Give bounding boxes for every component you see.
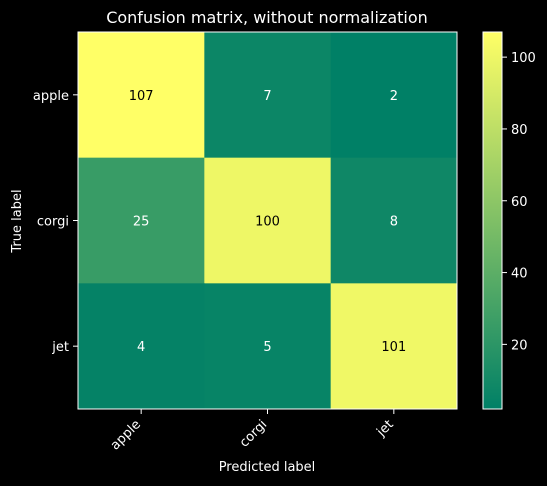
x-axis-label: Predicted label (219, 460, 316, 475)
x-tick-label: apple (108, 417, 144, 453)
heatmap-cell (204, 32, 332, 159)
heatmap-cell (330, 32, 458, 159)
cell-value-label: 5 (263, 340, 271, 355)
colorbar-tick-label: 60 (511, 195, 528, 210)
heatmap-cell (330, 283, 458, 410)
y-axis: apple corgi jet (33, 89, 78, 355)
colorbar-tick-label: 40 (511, 267, 528, 282)
colorbar-tick-label: 20 (511, 338, 528, 353)
x-tick-label: corgi (237, 417, 270, 450)
cell-value-label: 101 (381, 340, 406, 355)
colorbar-gradient (482, 31, 503, 410)
cell-value-label: 107 (129, 89, 154, 104)
heatmap-cells: 107 7 2 25 100 8 4 5 101 (78, 32, 458, 410)
y-axis-label: True label (10, 189, 25, 253)
heatmap-cell (78, 157, 205, 284)
colorbar-ticks: 20 40 60 80 100 (502, 51, 536, 353)
y-tick-label: apple (33, 89, 69, 104)
cell-value-label: 4 (137, 340, 145, 355)
x-tick-label: jet (374, 417, 397, 440)
cell-value-label: 8 (390, 215, 398, 230)
heatmap-cell (204, 283, 332, 410)
cell-value-label: 100 (255, 215, 280, 230)
heatmap-cell (204, 157, 332, 284)
cell-value-label: 25 (133, 215, 150, 230)
colorbar: 20 40 60 80 100 (482, 31, 536, 410)
chart-title: Confusion matrix, without normalization (106, 8, 428, 27)
cell-value-label: 7 (263, 89, 271, 104)
heatmap-cell (78, 283, 205, 410)
y-tick-label: jet (51, 340, 69, 355)
colorbar-tick-label: 100 (511, 51, 536, 66)
x-axis: apple corgi jet (108, 409, 397, 453)
heatmap-cell (78, 32, 205, 159)
cell-value-label: 2 (390, 89, 398, 104)
y-tick-label: corgi (37, 215, 69, 230)
heatmap-cell (330, 157, 458, 284)
colorbar-tick-label: 80 (511, 123, 528, 138)
